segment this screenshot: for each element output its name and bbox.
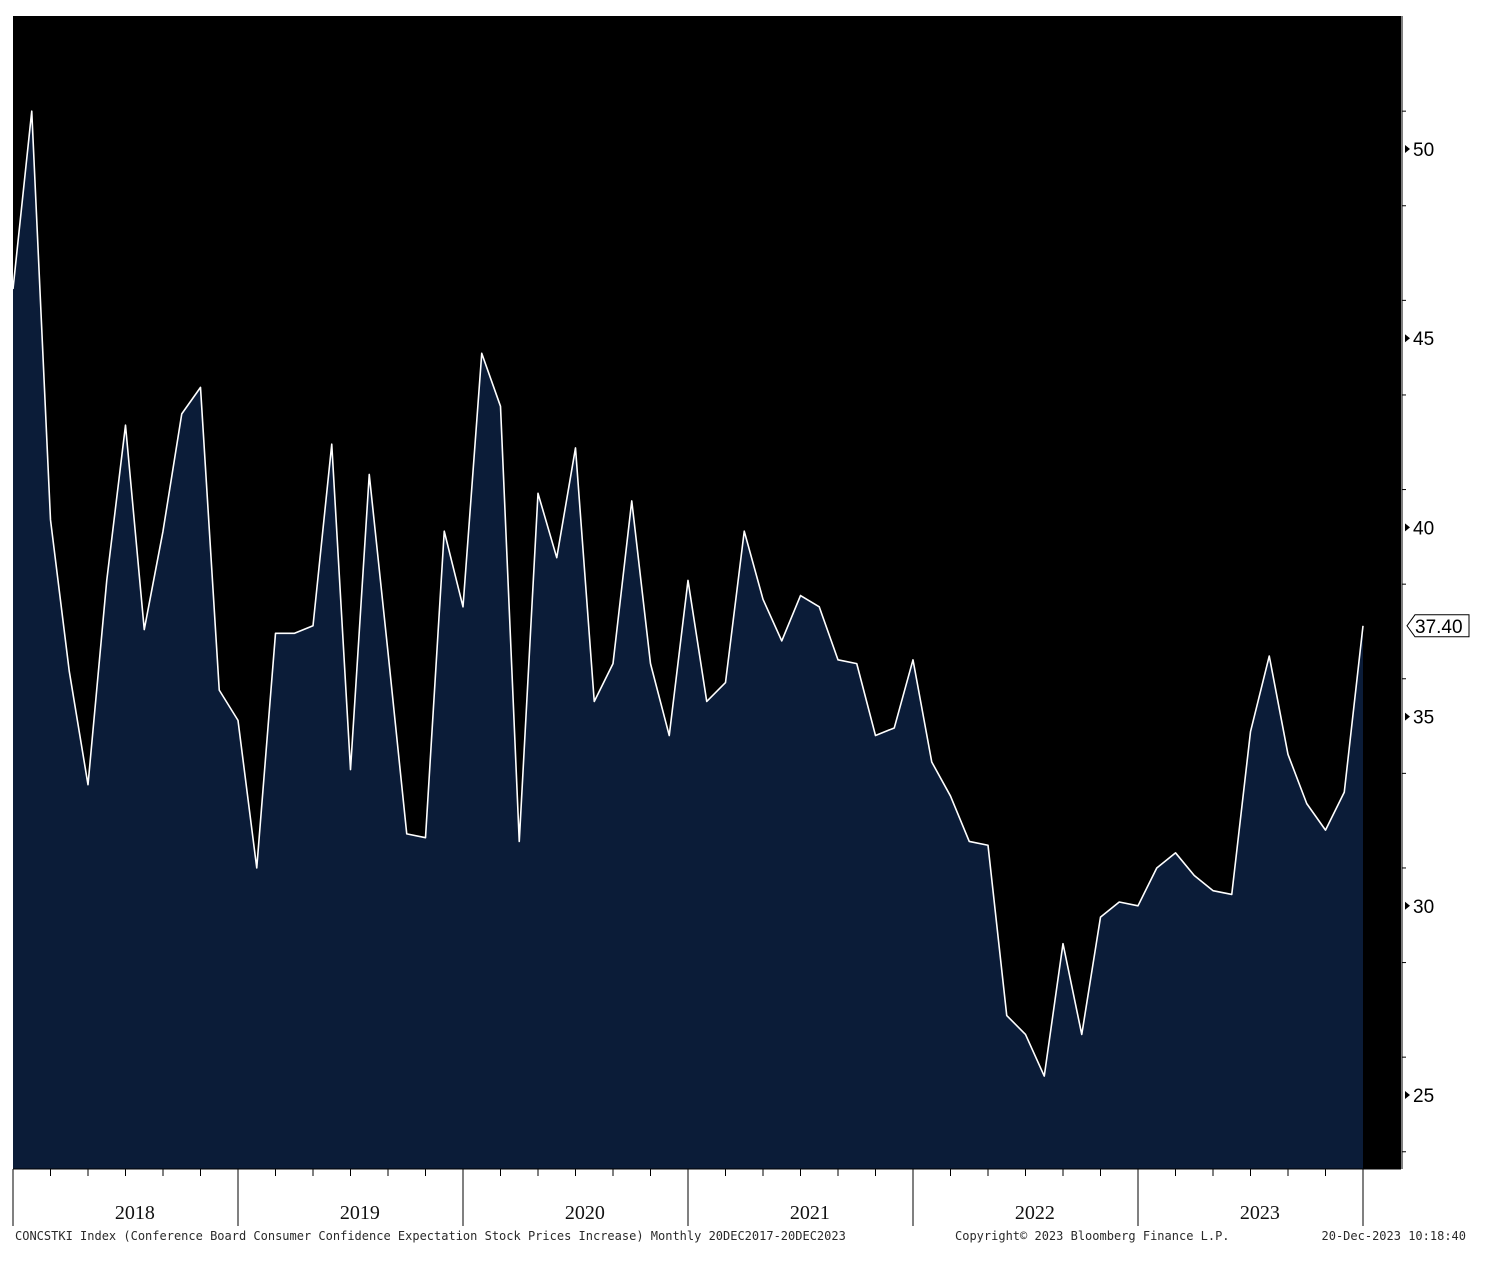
line-layer xyxy=(12,110,1364,1077)
y-tick-arrow xyxy=(1405,334,1410,343)
label-layer: 25 30 35 40 45 50 2018 2019 2020 2021 2022 2023 37.4… xyxy=(115,140,1470,1224)
series-line xyxy=(12,110,1364,1077)
x-year-label: 2022 xyxy=(1015,1202,1055,1224)
x-year-label: 2018 xyxy=(115,1202,155,1224)
y-tick-arrow xyxy=(1405,1091,1410,1099)
last-value-label: 37.40 xyxy=(1415,617,1463,638)
chart: 25 30 35 40 45 50 2018 2019 2020 2021 2022 2023 37.4… xyxy=(12,16,1471,1226)
y-tick-label: 30 xyxy=(1413,897,1434,918)
footer-copyright: Copyright© 2023 Bloomberg Finance L.P. xyxy=(955,1229,1230,1243)
y-tick-arrow xyxy=(1405,901,1410,910)
x-year-label: 2021 xyxy=(790,1202,830,1224)
area-layer xyxy=(13,111,1363,1169)
y-axis-panel xyxy=(1401,16,1471,1169)
footer-description: CONCSTKI Index (Conference Board Consume… xyxy=(15,1229,846,1243)
y-tick-arrow xyxy=(1405,523,1410,532)
y-tick-label: 35 xyxy=(1413,708,1434,729)
y-tick-label: 45 xyxy=(1413,329,1434,350)
x-year-label: 2020 xyxy=(565,1202,605,1224)
y-tick-arrow xyxy=(1405,712,1410,721)
y-tick-label: 25 xyxy=(1413,1086,1434,1107)
x-year-label: 2023 xyxy=(1240,1202,1280,1224)
y-tick-arrow xyxy=(1405,145,1410,153)
footer-timestamp: 20-Dec-2023 10:18:40 xyxy=(1321,1229,1467,1243)
y-tick-label: 40 xyxy=(1413,518,1434,539)
series-area xyxy=(13,111,1363,1169)
x-year-label: 2019 xyxy=(340,1202,380,1224)
y-tick-label: 50 xyxy=(1413,140,1434,161)
axis-layer xyxy=(12,16,1410,1226)
last-value-tag xyxy=(1406,614,1470,638)
